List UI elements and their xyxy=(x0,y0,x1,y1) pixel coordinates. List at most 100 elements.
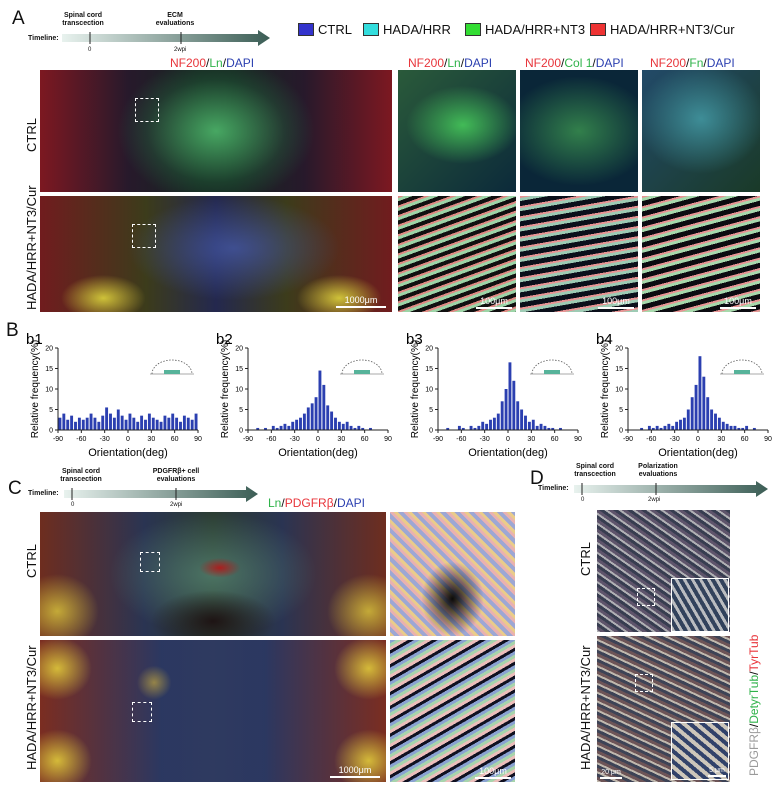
timeline-c-event1: Spinal cord transcection xyxy=(60,468,102,483)
y-tick-label: 15 xyxy=(235,366,243,373)
histogram-bar xyxy=(667,423,671,430)
histogram-bar xyxy=(473,427,477,430)
row-label-a-ctrl: CTRL xyxy=(24,118,39,152)
histogram-bar xyxy=(524,415,527,430)
x-axis-label: Orientation(deg) xyxy=(658,447,738,459)
y-tick-label: 20 xyxy=(425,346,433,353)
y-tick-label: 20 xyxy=(235,346,243,353)
histogram-bar xyxy=(89,413,93,430)
y-tick-label: 5 xyxy=(49,407,53,414)
histogram-bar xyxy=(144,419,147,430)
histogram-bar xyxy=(504,389,508,430)
histogram-bar xyxy=(357,425,361,430)
x-tick-label: 90 xyxy=(574,436,582,443)
x-tick-label: 0 xyxy=(506,436,510,443)
histogram-bar xyxy=(640,427,644,430)
histogram-bar xyxy=(647,425,651,430)
orientation-schematic-fiber xyxy=(164,370,180,374)
stain-label-a-main: NF200/Ln/DAPI xyxy=(170,56,255,70)
histogram-bar xyxy=(733,425,737,430)
x-axis-label: Orientation(deg) xyxy=(88,447,168,459)
micrograph-c-ctrl-zoom xyxy=(390,512,515,636)
histogram-bar xyxy=(341,423,345,430)
zoom-box-d-ctrl xyxy=(637,588,655,606)
panel-label-d: D xyxy=(530,468,544,489)
panel-label-a: A xyxy=(12,8,25,29)
zoom-box-a-ctrl xyxy=(135,98,159,122)
legend-swatch xyxy=(465,23,481,36)
histogram-bar xyxy=(496,413,500,430)
histogram-bar xyxy=(361,427,365,430)
histogram-bar xyxy=(310,403,314,430)
histogram-bar xyxy=(186,417,190,430)
histogram-bar xyxy=(97,421,101,430)
y-tick-label: 15 xyxy=(425,366,433,373)
histogram-bar xyxy=(461,427,465,430)
histogram-bar xyxy=(147,413,151,430)
x-tick-label: -30 xyxy=(290,436,300,443)
histogram-bar xyxy=(287,425,291,430)
histogram-bar xyxy=(353,427,357,430)
histogram-bar xyxy=(318,370,322,430)
y-tick-label: 10 xyxy=(235,387,243,394)
histogram-bar xyxy=(679,419,682,430)
histogram-bar xyxy=(543,425,547,430)
y-tick-label: 20 xyxy=(45,346,53,353)
histogram-bar xyxy=(663,425,667,430)
histogram-bar xyxy=(194,413,198,430)
histogram-bar xyxy=(264,427,267,430)
histogram-bar xyxy=(531,419,535,430)
row-label-c-treated: HADA/HRR+NT3/Cur xyxy=(24,645,39,770)
histogram-bar xyxy=(302,413,306,430)
x-tick-label: -60 xyxy=(266,436,276,443)
micrograph-a-treated-ln: 100μm xyxy=(398,196,516,312)
x-tick-label: -90 xyxy=(433,436,443,443)
histogram-bar xyxy=(500,401,504,430)
histogram-bar xyxy=(675,421,679,430)
histogram-title: b1 xyxy=(26,331,43,348)
row-label-c-ctrl: CTRL xyxy=(24,544,39,578)
legend-label: HADA/HRR xyxy=(383,22,451,37)
histogram-bar xyxy=(752,427,756,430)
y-tick-label: 0 xyxy=(49,428,53,435)
histogram-bar xyxy=(349,425,353,430)
x-tick-label: -90 xyxy=(53,436,63,443)
x-tick-label: 0 xyxy=(696,436,700,443)
timeline-c: Spinal cord transcection PDGFRβ+ cell ev… xyxy=(28,468,258,512)
panel-label-b: B xyxy=(6,320,19,341)
histogram-bar xyxy=(283,423,287,430)
histogram-bar xyxy=(140,415,144,430)
histogram-bar xyxy=(741,427,745,430)
histogram-title: b4 xyxy=(596,331,613,348)
histogram-bar xyxy=(182,415,186,430)
y-tick-label: 5 xyxy=(239,407,243,414)
legend-item-0: CTRL xyxy=(298,22,352,37)
row-label-d-ctrl: CTRL xyxy=(578,542,593,576)
orientation-schematic-fiber xyxy=(354,370,370,374)
zoom-box-a-treated xyxy=(132,224,156,248)
histogram-title: b2 xyxy=(216,331,233,348)
histogram-b2: b2 -90 -60 -30 0 30 60 90 0 5 10 15 20 Orientation(de… xyxy=(216,331,392,459)
x-tick-label: 90 xyxy=(764,436,772,443)
zoom-box-c-treated xyxy=(132,702,152,722)
x-tick-label: 90 xyxy=(194,436,202,443)
histogram-bar xyxy=(112,417,116,430)
x-tick-label: -30 xyxy=(100,436,110,443)
histogram-bar xyxy=(179,421,182,430)
micrograph-d-ctrl xyxy=(597,510,730,632)
micrograph-c-ctrl-overview xyxy=(40,512,386,636)
histogram-bar xyxy=(334,417,337,430)
x-tick-label: -30 xyxy=(670,436,680,443)
histogram-bar xyxy=(671,425,675,430)
histogram-bar xyxy=(85,417,89,430)
legend-swatch xyxy=(363,23,379,36)
histogram-bar xyxy=(551,427,555,430)
histogram-bar xyxy=(62,413,66,430)
legend-item-2: HADA/HRR+NT3 xyxy=(465,22,585,37)
histogram-bar xyxy=(120,415,124,430)
histogram-bar xyxy=(446,427,450,430)
histogram-bar xyxy=(256,427,260,430)
histogram-bar xyxy=(132,417,136,430)
histogram-bar xyxy=(737,427,741,430)
histogram-bar xyxy=(291,421,295,430)
